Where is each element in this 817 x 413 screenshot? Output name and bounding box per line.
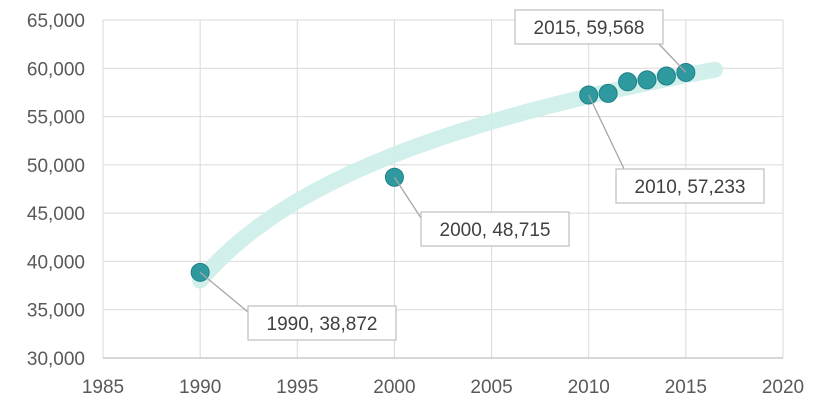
x-tick-label: 2000 (373, 377, 415, 398)
data-label-box (514, 9, 664, 45)
data-point (656, 66, 676, 86)
y-tick-label: 60,000 (27, 59, 85, 80)
x-tick-label: 2015 (665, 377, 707, 398)
x-tick-label: 2010 (568, 377, 610, 398)
x-tick-label: 2020 (762, 377, 804, 398)
label-leader-line (588, 94, 627, 174)
y-tick-label: 40,000 (27, 252, 85, 273)
data-label: 2000, 48,715 (440, 220, 551, 241)
y-tick-label: 65,000 (27, 11, 85, 32)
y-tick-label: 30,000 (27, 349, 85, 370)
data-label-box (420, 211, 570, 247)
x-tick-label: 1995 (276, 377, 318, 398)
label-leader-line (658, 43, 687, 73)
y-tick-label: 45,000 (27, 204, 85, 225)
data-point (598, 83, 618, 103)
y-tick-label: 55,000 (27, 108, 85, 129)
data-label: 2010, 57,233 (635, 177, 746, 198)
data-label-box (247, 305, 397, 341)
label-leader-line (199, 271, 249, 313)
data-label: 1990, 38,872 (267, 314, 378, 335)
x-tick-label: 1990 (179, 377, 221, 398)
data-point (637, 70, 657, 90)
label-leader-line (393, 176, 422, 219)
data-labels: 1990, 38,872 2000, 48,715 2010, 57,233 2015… (199, 9, 765, 341)
y-tick-label: 35,000 (27, 301, 85, 322)
x-tick-label: 1985 (82, 377, 124, 398)
x-tick-label: 2005 (470, 377, 512, 398)
axes: 30,000 35,000 40,000 45,000 50,000 55,000 60,0… (27, 11, 804, 398)
data-label: 2015, 59,568 (534, 18, 645, 39)
data-label-box (615, 168, 765, 204)
data-point (618, 72, 638, 92)
y-tick-label: 50,000 (27, 156, 85, 177)
